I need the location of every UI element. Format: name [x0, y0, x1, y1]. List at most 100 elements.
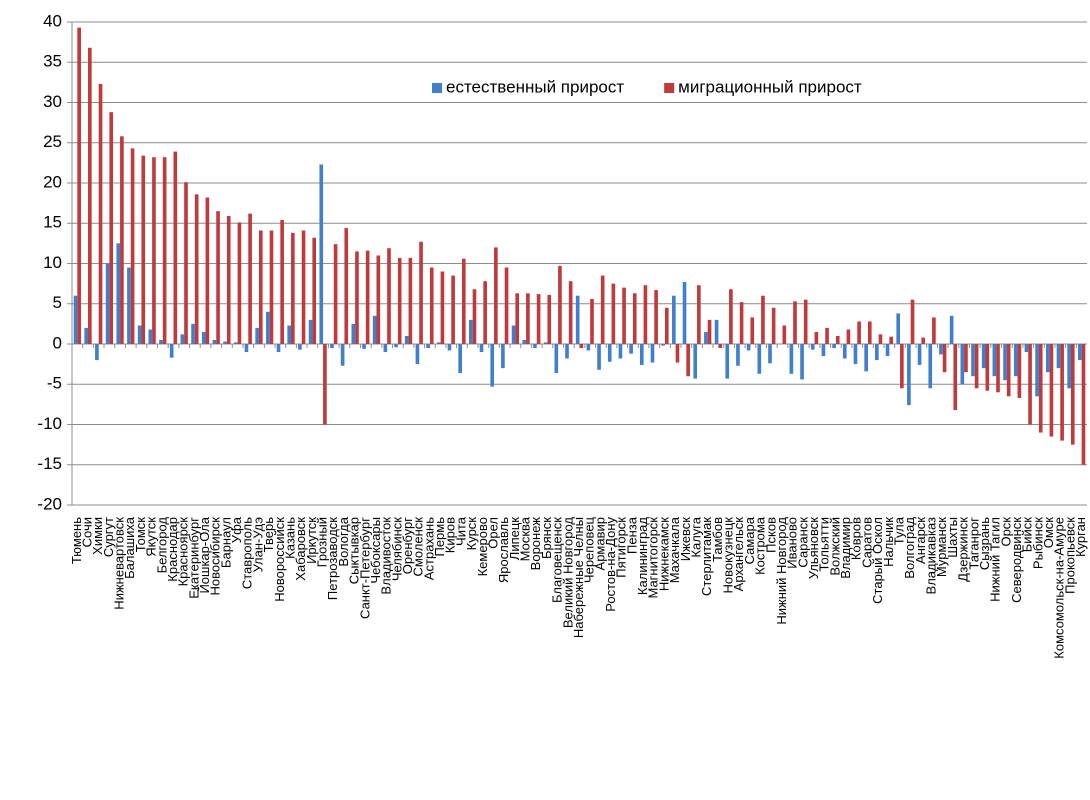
bar	[120, 136, 124, 344]
bar	[704, 331, 708, 344]
bar	[233, 342, 238, 344]
bar	[1045, 344, 1050, 373]
bar	[597, 344, 601, 370]
x-tick-label: Петрозаводск	[325, 517, 340, 600]
bar	[408, 257, 413, 344]
bar	[664, 307, 669, 344]
bar	[162, 157, 167, 344]
bar	[543, 342, 548, 344]
bar	[964, 344, 968, 373]
x-tick-label: Череповец	[582, 516, 597, 583]
x-tick-label: Чита	[453, 516, 468, 546]
bar	[184, 182, 188, 344]
x-tick-label: Краснодар	[165, 517, 180, 582]
bar	[1056, 344, 1061, 369]
bar	[907, 344, 911, 406]
x-tick-label: Хабаровск	[293, 517, 308, 581]
bar	[736, 344, 740, 366]
bar	[932, 317, 936, 344]
bar	[885, 344, 890, 357]
x-tick-label: Архангельск	[731, 517, 746, 592]
bar	[846, 329, 851, 344]
bar	[654, 290, 658, 344]
bar	[84, 327, 89, 344]
x-tick-label: Северодвинск	[1009, 517, 1024, 603]
bar	[1024, 344, 1029, 353]
x-tick-label: Магнитогорск	[646, 517, 661, 599]
bar	[921, 337, 926, 344]
x-tick-label: Орск	[998, 517, 1013, 547]
bar	[853, 344, 858, 365]
bar	[771, 307, 776, 344]
bar	[568, 281, 573, 344]
bar	[1067, 344, 1071, 389]
bar	[180, 334, 185, 344]
bar	[981, 344, 986, 369]
bar	[95, 344, 99, 361]
bar	[173, 151, 178, 344]
bar	[130, 148, 135, 344]
x-tick-label: Набережные Челны	[571, 517, 586, 638]
bar	[789, 344, 794, 374]
bar	[629, 344, 633, 354]
bar	[1060, 344, 1064, 441]
bar	[992, 344, 997, 377]
x-tick-label: Астрахань	[421, 517, 436, 580]
bar	[949, 315, 954, 344]
bar	[586, 344, 591, 351]
bar	[312, 237, 317, 344]
bar	[928, 344, 933, 389]
bar	[632, 293, 637, 344]
x-tick-label: Владивосток	[379, 517, 394, 595]
x-tick-label: Ставрополь	[240, 517, 255, 589]
bar	[554, 344, 559, 373]
x-tick-label: Новосибирск	[208, 517, 223, 596]
bar	[782, 325, 787, 344]
x-tick-label: Киров	[443, 517, 458, 553]
bar	[387, 248, 391, 344]
bar	[447, 344, 452, 351]
bar	[291, 232, 295, 344]
x-tick-label: Псков	[763, 517, 778, 553]
bar	[397, 257, 402, 344]
bar	[515, 293, 520, 344]
bar	[761, 295, 765, 344]
x-tick-label: Красноярск	[176, 517, 191, 587]
bar	[73, 295, 78, 344]
x-tick-label: Тамбов	[710, 517, 725, 562]
bar	[725, 344, 730, 379]
bar	[330, 344, 334, 349]
y-tick-label: 30	[43, 92, 62, 111]
x-tick-label: Владимир	[838, 517, 853, 579]
x-tick-label: Воронеж	[528, 517, 543, 571]
x-tick-label: Вологда	[336, 516, 351, 566]
bar	[661, 344, 665, 346]
bar	[451, 275, 455, 344]
bar	[650, 344, 655, 363]
bar	[426, 344, 430, 349]
bar	[248, 213, 252, 344]
bar	[461, 258, 466, 344]
bar	[258, 230, 263, 344]
bar	[216, 211, 220, 344]
bar	[1038, 344, 1043, 433]
bar	[960, 344, 965, 385]
bar	[376, 255, 381, 344]
bar	[148, 329, 153, 344]
bar	[494, 247, 498, 344]
bar	[739, 302, 744, 344]
bar	[1028, 344, 1032, 425]
bar	[479, 344, 484, 353]
x-tick-label: Грозный	[315, 517, 330, 567]
x-tick-label: Курск	[464, 517, 479, 551]
bar	[900, 344, 904, 389]
bar	[825, 327, 829, 344]
x-tick-label: Дзержинск	[956, 517, 971, 582]
x-tick-label: Санкт-Петербург	[357, 517, 372, 619]
bar	[686, 344, 690, 377]
bar	[910, 299, 915, 344]
bar	[1070, 344, 1075, 445]
x-tick-label: Челябинск	[389, 517, 404, 581]
x-tick-label: Балашиха	[122, 516, 137, 579]
